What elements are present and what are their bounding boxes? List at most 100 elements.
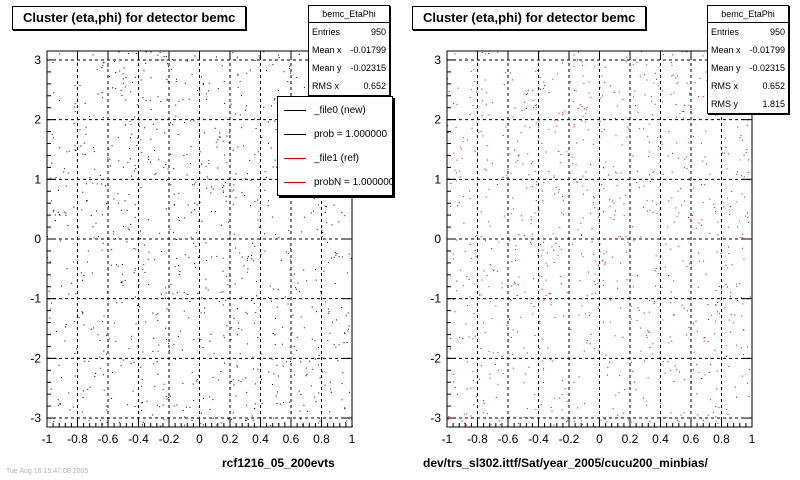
scatter-point	[747, 382, 749, 384]
scatter-point	[515, 161, 517, 163]
scatter-point	[246, 313, 248, 315]
scatter-point	[488, 351, 490, 353]
y-tick-label: 1	[434, 172, 441, 186]
scatter-point	[501, 287, 503, 289]
scatter-point	[562, 196, 563, 198]
scatter-point	[166, 99, 168, 101]
scatter-point	[652, 172, 654, 174]
scatter-point	[241, 277, 243, 279]
scatter-point	[200, 412, 202, 414]
scatter-point	[183, 154, 185, 156]
scatter-point	[82, 153, 84, 155]
scatter-point	[59, 402, 61, 404]
scatter-point	[697, 96, 699, 98]
scatter-point	[699, 77, 701, 79]
scatter-point	[510, 285, 512, 287]
scatter-point	[169, 349, 170, 351]
scatter-point	[270, 147, 272, 149]
scatter-point	[484, 168, 486, 170]
scatter-point	[681, 204, 683, 206]
right-stats-title: bemc_EtaPhi	[708, 6, 788, 23]
scatter-point	[96, 183, 98, 185]
scatter-point	[129, 120, 131, 122]
scatter-point	[585, 113, 587, 114]
scatter-point	[524, 125, 526, 127]
scatter-point	[239, 252, 241, 254]
scatter-point	[453, 298, 454, 300]
scatter-point	[542, 87, 544, 89]
scatter-point	[526, 352, 528, 354]
scatter-point	[106, 409, 108, 411]
scatter-point	[227, 418, 229, 420]
scatter-point	[502, 177, 504, 178]
scatter-point	[654, 270, 656, 272]
scatter-point	[255, 312, 257, 313]
scatter-point	[577, 229, 579, 231]
scatter-point	[141, 379, 143, 380]
scatter-point	[229, 234, 231, 236]
scatter-point	[277, 90, 279, 92]
scatter-point	[241, 191, 243, 193]
scatter-point	[303, 327, 305, 329]
scatter-point	[576, 142, 578, 144]
scatter-point	[551, 246, 553, 248]
scatter-point	[672, 74, 674, 76]
scatter-point	[677, 75, 679, 77]
scatter-point	[156, 128, 158, 130]
scatter-point	[516, 140, 518, 142]
scatter-point	[480, 294, 482, 296]
scatter-point	[94, 168, 96, 170]
scatter-point	[99, 419, 101, 421]
scatter-point	[102, 374, 104, 376]
scatter-point	[469, 198, 471, 200]
scatter-point	[558, 245, 560, 247]
scatter-point	[321, 371, 323, 373]
scatter-point	[527, 153, 529, 155]
scatter-point	[749, 369, 751, 371]
left-stats-box: bemc_EtaPhi Entries 950 Mean x -0.01799 …	[308, 5, 390, 96]
scatter-point	[135, 248, 137, 250]
scatter-point	[709, 233, 711, 234]
scatter-point	[343, 342, 345, 344]
scatter-point	[450, 337, 452, 339]
x-tick-label: 0	[596, 432, 603, 446]
scatter-point	[194, 202, 196, 204]
scatter-point	[709, 198, 711, 200]
scatter-point	[651, 100, 653, 102]
scatter-point	[298, 53, 300, 55]
scatter-point	[343, 332, 345, 334]
scatter-point	[202, 347, 204, 348]
scatter-point	[610, 321, 612, 323]
scatter-point	[321, 236, 323, 238]
scatter-point	[615, 171, 617, 173]
scatter-point	[121, 302, 123, 304]
scatter-point	[673, 280, 675, 282]
scatter-point	[274, 344, 276, 346]
scatter-point	[278, 375, 280, 377]
scatter-point	[643, 74, 645, 76]
scatter-point	[173, 168, 175, 170]
scatter-point	[566, 420, 568, 422]
scatter-point	[150, 161, 151, 163]
scatter-point	[50, 388, 52, 390]
scatter-point	[693, 323, 694, 325]
scatter-point	[488, 286, 490, 288]
scatter-point	[89, 386, 91, 388]
scatter-point	[111, 372, 113, 373]
scatter-point	[65, 214, 67, 216]
scatter-point	[620, 307, 622, 309]
scatter-point	[741, 315, 743, 317]
scatter-point	[284, 421, 286, 423]
scatter-point	[649, 331, 651, 333]
scatter-point	[566, 151, 568, 153]
scatter-point	[647, 135, 649, 137]
scatter-point	[491, 162, 493, 164]
scatter-point	[514, 107, 516, 109]
scatter-point	[707, 414, 709, 416]
scatter-point	[179, 271, 181, 272]
scatter-point	[559, 162, 561, 164]
scatter-point	[156, 404, 158, 406]
scatter-point	[281, 343, 283, 345]
scatter-point	[201, 220, 203, 222]
scatter-point	[81, 311, 83, 313]
